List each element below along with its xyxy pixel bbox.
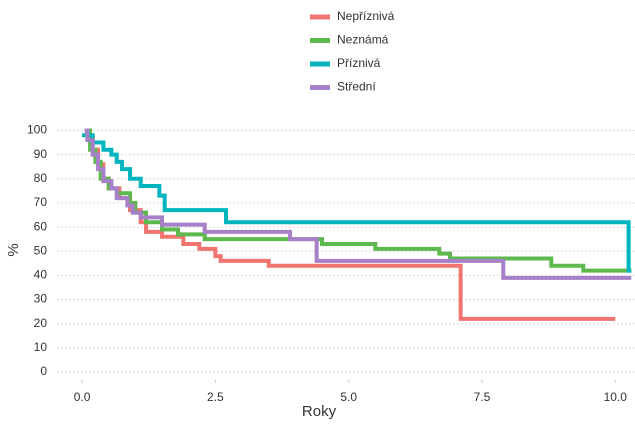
legend-label: Neznámá: [337, 33, 389, 47]
y-tick-label: 30: [34, 292, 48, 306]
survival-line: [84, 128, 632, 280]
x-tick-label: 7.5: [474, 390, 491, 404]
y-tick-label: 60: [34, 219, 48, 233]
y-tick-label: 40: [34, 268, 48, 282]
y-tick-label: 0: [40, 364, 47, 378]
x-tick-label: 2.5: [207, 390, 224, 404]
legend-label: Příznivá: [337, 56, 381, 70]
y-axis-label: %: [5, 243, 22, 256]
y-tick-label: 80: [34, 171, 48, 185]
y-tick-label: 10: [34, 340, 48, 354]
x-tick-label: 10.0: [604, 390, 628, 404]
y-tick-label: 50: [34, 243, 48, 257]
x-tick-label: 0.0: [74, 390, 91, 404]
legend-label: Nepříznivá: [337, 9, 395, 23]
survival-line: [82, 133, 632, 273]
legend-label: Střední: [337, 80, 376, 94]
y-tick-label: 70: [34, 195, 48, 209]
y-tick-label: 100: [27, 123, 47, 137]
x-axis-label: Roky: [302, 403, 337, 420]
y-tick-label: 20: [34, 316, 48, 330]
y-tick-label: 90: [34, 147, 48, 161]
x-tick-label: 5.0: [340, 390, 357, 404]
